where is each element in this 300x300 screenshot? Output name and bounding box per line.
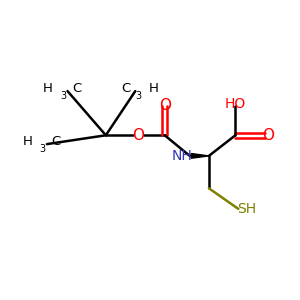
Text: C: C [72,82,81,95]
Text: NH: NH [172,149,193,163]
Text: C: C [122,82,131,95]
Text: H: H [148,82,158,95]
Text: H: H [22,135,32,148]
Text: O: O [262,128,274,143]
Text: O: O [159,98,171,113]
Text: O: O [132,128,144,143]
Text: 3: 3 [60,91,66,100]
Text: HO: HO [225,98,246,111]
Polygon shape [191,154,209,158]
Text: 3: 3 [135,91,141,100]
Text: C: C [51,135,61,148]
Text: SH: SH [238,202,257,216]
Text: 3: 3 [40,143,46,154]
Text: H: H [43,82,53,95]
